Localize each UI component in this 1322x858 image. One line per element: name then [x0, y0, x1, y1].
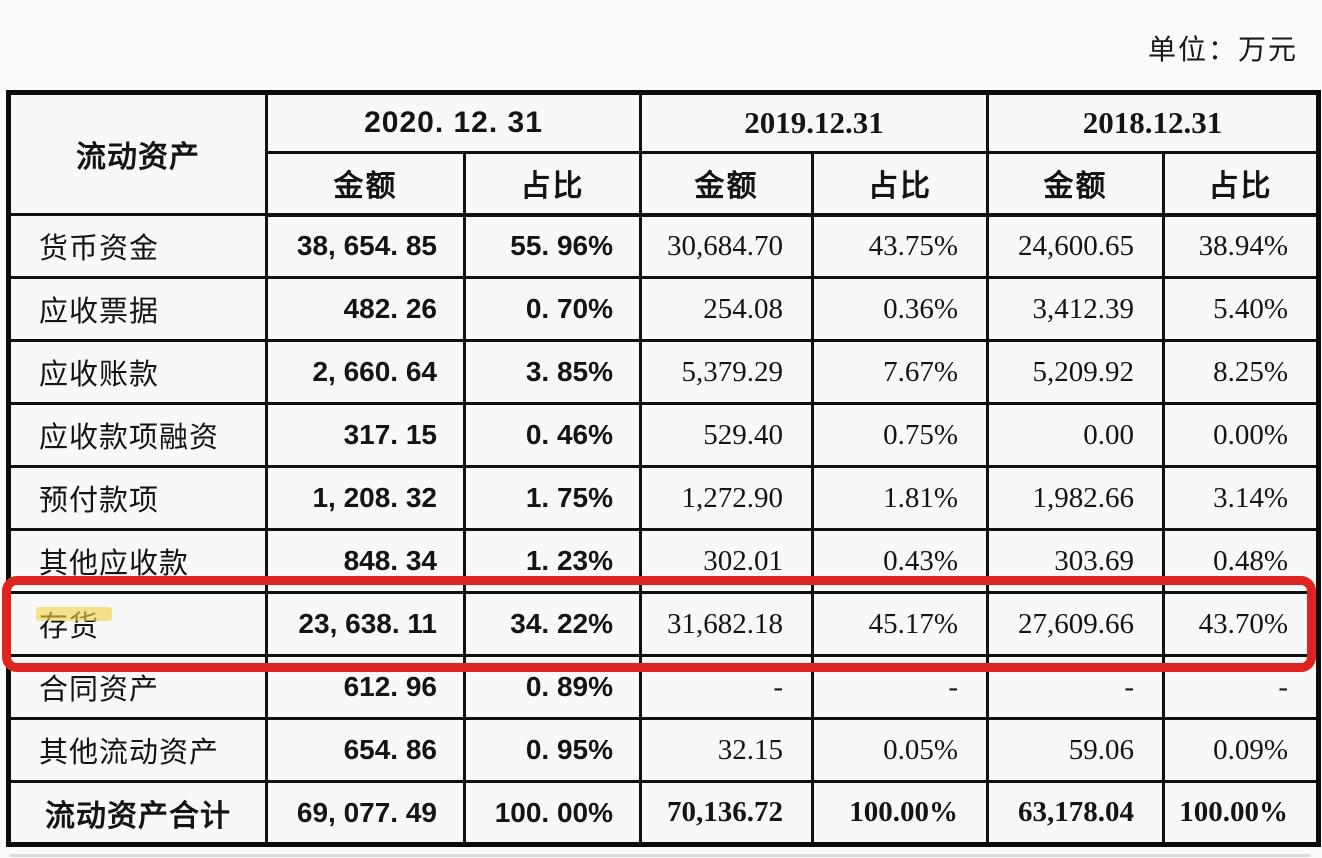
header-amount-2018: 金额	[986, 151, 1166, 217]
column-group-2019: 2019.12.31	[639, 91, 990, 154]
ratio-cell: 1. 75%	[462, 465, 643, 531]
row-label: 应收款项融资	[7, 402, 268, 468]
ratio-cell: 3.14%	[1162, 465, 1321, 531]
current-assets-table: 流动资产 2020. 12. 31 2019.12.31 2018.12.31 …	[6, 90, 1322, 847]
table-row: 其他应收款 848. 34 1. 23% 302.01 0.43% 303.69 0.48%	[7, 528, 1321, 594]
ratio-cell: 0. 95%	[462, 717, 643, 783]
ratio-cell: 45.17%	[811, 591, 990, 657]
amount-cell: 59.06	[986, 717, 1166, 783]
ratio-cell: 34. 22%	[462, 591, 643, 657]
ratio-cell: 0. 46%	[462, 402, 643, 468]
amount-cell: 30,684.70	[639, 213, 815, 279]
amount-cell: 69, 077. 49	[265, 780, 466, 846]
amount-cell: 5,209.92	[986, 339, 1166, 405]
ratio-cell: 1. 23%	[462, 528, 643, 594]
ratio-cell: 100. 00%	[462, 780, 643, 846]
amount-cell: 31,682.18	[639, 591, 815, 657]
amount-cell: 63,178.04	[986, 780, 1166, 846]
row-label: 货币资金	[7, 213, 268, 279]
header-amount-2019: 金额	[639, 151, 815, 217]
header-ratio-2019: 占比	[811, 151, 990, 217]
ratio-cell: 1.81%	[811, 465, 990, 531]
ratio-cell: 0. 70%	[462, 276, 643, 342]
ratio-cell: 0. 89%	[462, 654, 643, 720]
ratio-cell: 43.75%	[811, 213, 990, 279]
header-ratio-2018: 占比	[1162, 151, 1321, 217]
row-label: 应收账款	[7, 339, 268, 405]
ratio-cell: 0.48%	[1162, 528, 1321, 594]
ratio-cell: 38.94%	[1162, 213, 1321, 279]
amount-cell: 2, 660. 64	[265, 339, 466, 405]
column-group-2018: 2018.12.31	[986, 91, 1321, 154]
ratio-cell: 100.00%	[1162, 780, 1321, 846]
ratio-cell: 0.36%	[811, 276, 990, 342]
ratio-cell: -	[1162, 654, 1321, 720]
ratio-cell: 100.00%	[811, 780, 990, 846]
amount-cell: 1,272.90	[639, 465, 815, 531]
amount-cell: 302.01	[639, 528, 815, 594]
amount-cell: 0.00	[986, 402, 1166, 468]
amount-cell: 3,412.39	[986, 276, 1166, 342]
ratio-cell: 0.09%	[1162, 717, 1321, 783]
amount-cell: 24,600.65	[986, 213, 1166, 279]
amount-cell: 529.40	[639, 402, 815, 468]
ratio-cell: 0.75%	[811, 402, 990, 468]
amount-cell: 70,136.72	[639, 780, 815, 846]
amount-cell: 1, 208. 32	[265, 465, 466, 531]
table-row: 合同资产 612. 96 0. 89% - - - -	[7, 654, 1321, 720]
cropped-content-edge	[10, 854, 1310, 857]
amount-cell: 482. 26	[265, 276, 466, 342]
table-row: 应收款项融资 317. 15 0. 46% 529.40 0.75% 0.00 0.00%	[7, 402, 1321, 468]
amount-cell: 317. 15	[265, 402, 466, 468]
ratio-cell: 8.25%	[1162, 339, 1321, 405]
ratio-cell: 55. 96%	[462, 213, 643, 279]
table-header-subcolumns-row: 金额 占比 金额 占比 金额 占比	[9, 151, 1321, 217]
row-label: 预付款项	[7, 465, 268, 531]
ratio-cell: 0.05%	[811, 717, 990, 783]
ratio-cell: 5.40%	[1162, 276, 1321, 342]
amount-cell: 27,609.66	[986, 591, 1166, 657]
row-label: 合同资产	[7, 654, 268, 720]
table-row: 应收票据 482. 26 0. 70% 254.08 0.36% 3,412.39 5.40…	[7, 276, 1321, 342]
amount-cell: 38, 654. 85	[265, 213, 466, 279]
amount-cell: 1,982.66	[986, 465, 1166, 531]
table-header-dates-row: 流动资产 2020. 12. 31 2019.12.31 2018.12.31	[7, 91, 1321, 216]
amount-cell: 848. 34	[265, 528, 466, 594]
row-label: 其他应收款	[7, 528, 268, 594]
amount-cell: 254.08	[639, 276, 815, 342]
table-row: 应收账款 2, 660. 64 3. 85% 5,379.29 7.67% 5,209.9…	[7, 339, 1321, 405]
corner-header-current-assets: 流动资产	[7, 91, 268, 216]
row-label: 应收票据	[7, 276, 268, 342]
column-group-2020: 2020. 12. 31	[264, 91, 643, 154]
ratio-cell: -	[811, 654, 990, 720]
amount-cell: 303.69	[986, 528, 1166, 594]
ratio-cell: 7.67%	[811, 339, 990, 405]
table-row: 预付款项 1, 208. 32 1. 75% 1,272.90 1.81% 1,982.6…	[7, 465, 1321, 531]
table-row: 货币资金 38, 654. 85 55. 96% 30,684.70 43.75% 24,…	[7, 213, 1321, 279]
amount-cell: 23, 638. 11	[265, 591, 466, 657]
ratio-cell: 3. 85%	[462, 339, 643, 405]
ratio-cell: 43.70%	[1162, 591, 1321, 657]
amount-cell: -	[986, 654, 1166, 720]
row-label: 存货	[7, 591, 268, 657]
table-row: 其他流动资产 654. 86 0. 95% 32.15 0.05% 59.06 0.09%	[7, 717, 1321, 783]
header-amount-2020: 金额	[265, 151, 466, 217]
amount-cell: -	[639, 654, 815, 720]
row-label: 其他流动资产	[7, 717, 268, 783]
header-ratio-2020: 占比	[462, 151, 643, 217]
ratio-cell: 0.43%	[811, 528, 990, 594]
amount-cell: 612. 96	[265, 654, 466, 720]
unit-label: 单位：万元	[1147, 35, 1298, 66]
amount-cell: 654. 86	[265, 717, 466, 783]
amount-cell: 5,379.29	[639, 339, 815, 405]
table-row-total: 流动资产合计 69, 077. 49 100. 00% 70,136.72 100.00…	[7, 780, 1321, 846]
ratio-cell: 0.00%	[1162, 402, 1321, 468]
table-row: 存货 23, 638. 11 34. 22% 31,682.18 45.17% 27,60…	[7, 591, 1321, 657]
amount-cell: 32.15	[639, 717, 815, 783]
row-label: 流动资产合计	[7, 780, 268, 846]
